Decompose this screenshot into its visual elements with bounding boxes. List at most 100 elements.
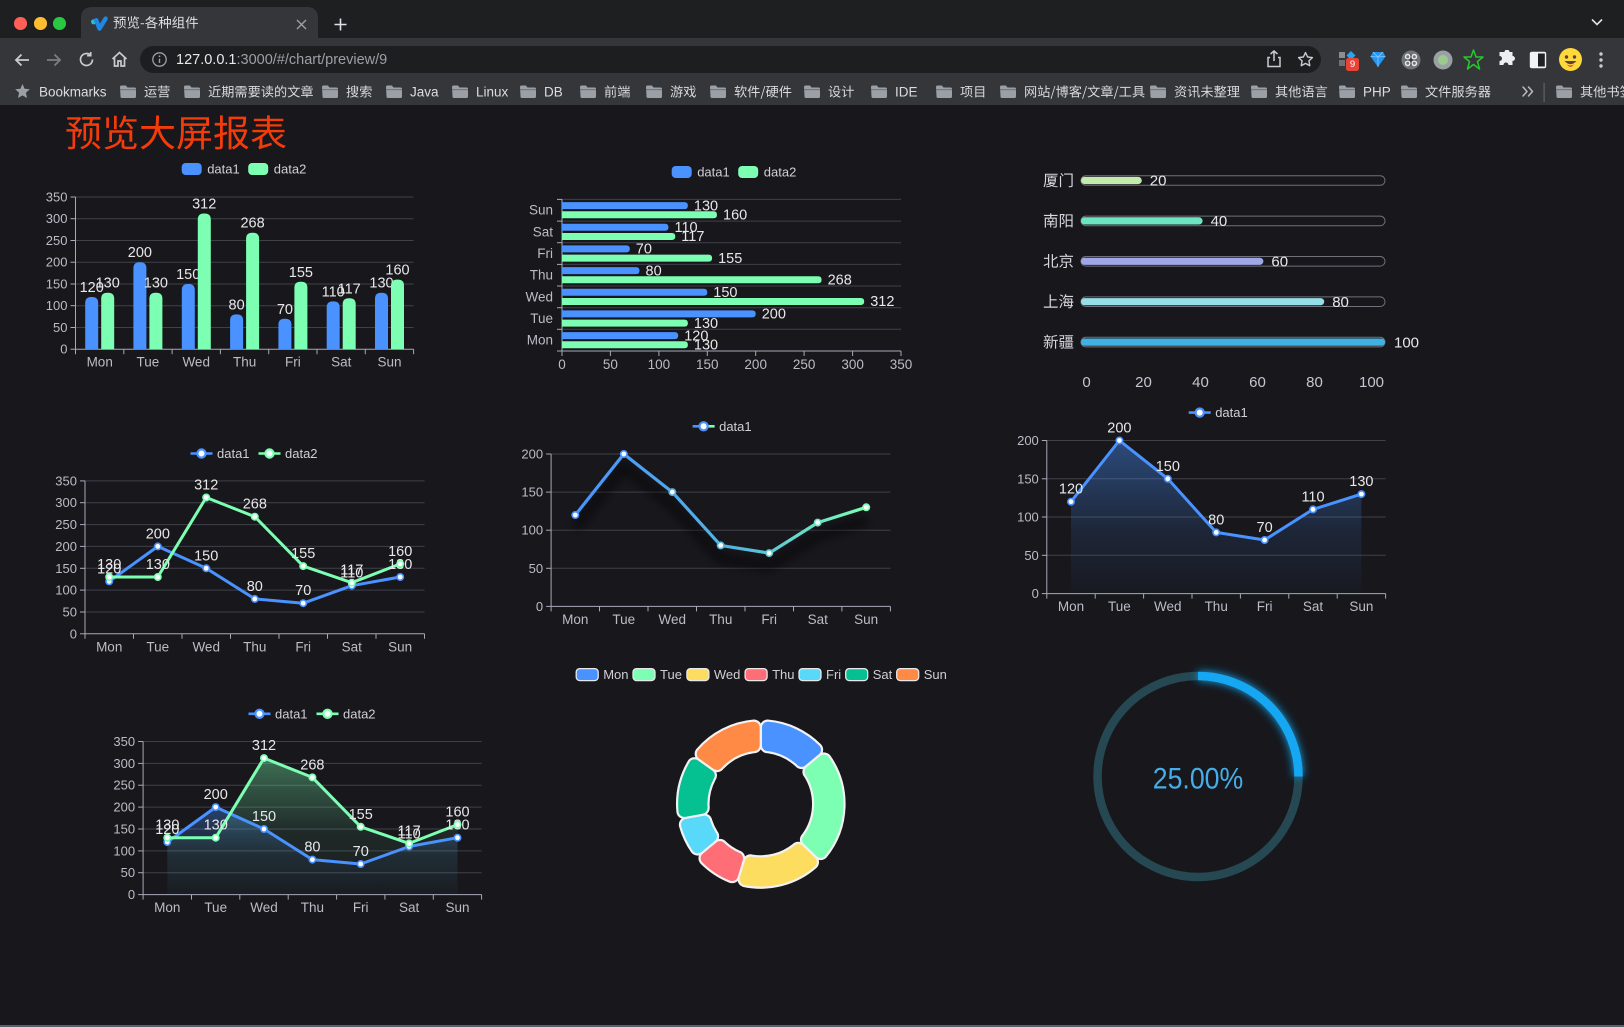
svg-text:155: 155 xyxy=(349,807,373,823)
svg-text:150: 150 xyxy=(713,285,737,301)
svg-text:Sat: Sat xyxy=(533,224,554,239)
svg-text:200: 200 xyxy=(744,357,767,372)
svg-text:Mon: Mon xyxy=(562,612,588,627)
svg-text:350: 350 xyxy=(113,734,135,749)
svg-text:100: 100 xyxy=(1394,334,1419,351)
svg-text:200: 200 xyxy=(46,255,68,270)
svg-text:268: 268 xyxy=(828,273,852,289)
svg-text:Thu: Thu xyxy=(233,355,256,370)
svg-text:268: 268 xyxy=(300,757,324,773)
svg-text:200: 200 xyxy=(521,447,543,462)
svg-text:160: 160 xyxy=(723,208,747,224)
svg-text:60: 60 xyxy=(1271,254,1288,271)
svg-text:100: 100 xyxy=(521,523,543,538)
svg-text:150: 150 xyxy=(194,548,218,564)
svg-text:100: 100 xyxy=(113,843,135,858)
svg-text:100: 100 xyxy=(1359,374,1384,391)
svg-text:0: 0 xyxy=(536,599,543,614)
svg-text:Fri: Fri xyxy=(285,355,301,370)
svg-text:0: 0 xyxy=(1032,586,1039,601)
svg-text:Wed: Wed xyxy=(659,612,687,627)
svg-text:117: 117 xyxy=(340,563,363,579)
svg-text:Mon: Mon xyxy=(1058,599,1084,614)
svg-text:268: 268 xyxy=(243,497,267,513)
svg-text:80: 80 xyxy=(1306,374,1323,391)
svg-text:Sun: Sun xyxy=(388,639,412,654)
svg-text:150: 150 xyxy=(696,357,719,372)
svg-text:50: 50 xyxy=(529,561,543,576)
svg-text:200: 200 xyxy=(204,787,228,803)
svg-text:Tue: Tue xyxy=(137,355,160,370)
svg-text:Mon: Mon xyxy=(96,639,122,654)
svg-text:150: 150 xyxy=(521,485,543,500)
svg-text:0: 0 xyxy=(558,357,566,372)
svg-text:130: 130 xyxy=(96,276,120,292)
svg-text:155: 155 xyxy=(291,546,315,562)
svg-text:Fri: Fri xyxy=(826,667,841,682)
svg-text:70: 70 xyxy=(277,302,293,318)
svg-text:110: 110 xyxy=(322,284,345,300)
svg-text:350: 350 xyxy=(890,357,913,372)
svg-text:130: 130 xyxy=(694,198,718,214)
svg-text:Sun: Sun xyxy=(854,612,878,627)
svg-text:70: 70 xyxy=(295,583,311,599)
svg-text:312: 312 xyxy=(252,738,276,754)
svg-text:0: 0 xyxy=(70,626,77,641)
svg-text:Thu: Thu xyxy=(243,639,266,654)
svg-text:Wed: Wed xyxy=(525,289,553,304)
svg-text:120: 120 xyxy=(1059,482,1083,498)
svg-text:50: 50 xyxy=(63,605,77,620)
svg-text:160: 160 xyxy=(388,544,412,560)
svg-text:PHP: PHP xyxy=(1363,85,1391,100)
svg-text:100: 100 xyxy=(1017,510,1039,525)
svg-text:Linux: Linux xyxy=(476,85,509,100)
svg-text:data2: data2 xyxy=(274,162,307,177)
svg-text:20: 20 xyxy=(1150,173,1167,190)
svg-text:Fri: Fri xyxy=(353,900,369,915)
svg-text:Sat: Sat xyxy=(873,667,893,682)
svg-text:120: 120 xyxy=(155,822,179,838)
svg-text:150: 150 xyxy=(1017,471,1039,486)
svg-text:data1: data1 xyxy=(217,446,250,461)
svg-text:50: 50 xyxy=(603,357,618,372)
svg-text:Tue: Tue xyxy=(204,900,227,915)
svg-text:data1: data1 xyxy=(207,162,240,177)
svg-text:130: 130 xyxy=(155,818,179,834)
svg-text:Thu: Thu xyxy=(530,268,553,283)
svg-text:250: 250 xyxy=(46,233,68,248)
svg-text:Thu: Thu xyxy=(772,667,794,682)
svg-text:Fri: Fri xyxy=(537,246,553,261)
svg-text:117: 117 xyxy=(681,229,704,245)
svg-text:Wed: Wed xyxy=(250,900,278,915)
svg-text:0: 0 xyxy=(60,342,67,357)
svg-text:80: 80 xyxy=(1332,294,1349,311)
svg-text:130: 130 xyxy=(144,276,168,292)
svg-text:50: 50 xyxy=(53,320,67,335)
svg-text:Wed: Wed xyxy=(714,667,741,682)
svg-text:Tue: Tue xyxy=(530,311,553,326)
svg-text:40: 40 xyxy=(1211,213,1228,230)
svg-text:312: 312 xyxy=(870,294,894,310)
svg-text:200: 200 xyxy=(128,245,152,261)
svg-text:150: 150 xyxy=(46,277,68,292)
svg-text:100: 100 xyxy=(46,298,68,313)
svg-text:Sat: Sat xyxy=(1303,599,1324,614)
svg-text:100: 100 xyxy=(648,357,671,372)
svg-text:Sun: Sun xyxy=(1349,599,1373,614)
svg-text:70: 70 xyxy=(353,844,369,860)
svg-text:Sat: Sat xyxy=(331,355,352,370)
svg-text:350: 350 xyxy=(55,473,77,488)
svg-text:data1: data1 xyxy=(697,165,730,180)
svg-text:130: 130 xyxy=(694,338,718,354)
svg-text:117: 117 xyxy=(338,281,361,297)
svg-text:Mon: Mon xyxy=(527,333,553,348)
svg-text:200: 200 xyxy=(146,526,170,542)
svg-text:110: 110 xyxy=(1301,489,1324,505)
svg-text:0: 0 xyxy=(1082,374,1090,391)
svg-text:200: 200 xyxy=(113,800,135,815)
svg-text:Sun: Sun xyxy=(529,203,553,218)
svg-text:80: 80 xyxy=(229,297,245,313)
svg-text:Sun: Sun xyxy=(445,900,469,915)
svg-text:155: 155 xyxy=(289,265,313,281)
svg-text:Thu: Thu xyxy=(1205,599,1228,614)
